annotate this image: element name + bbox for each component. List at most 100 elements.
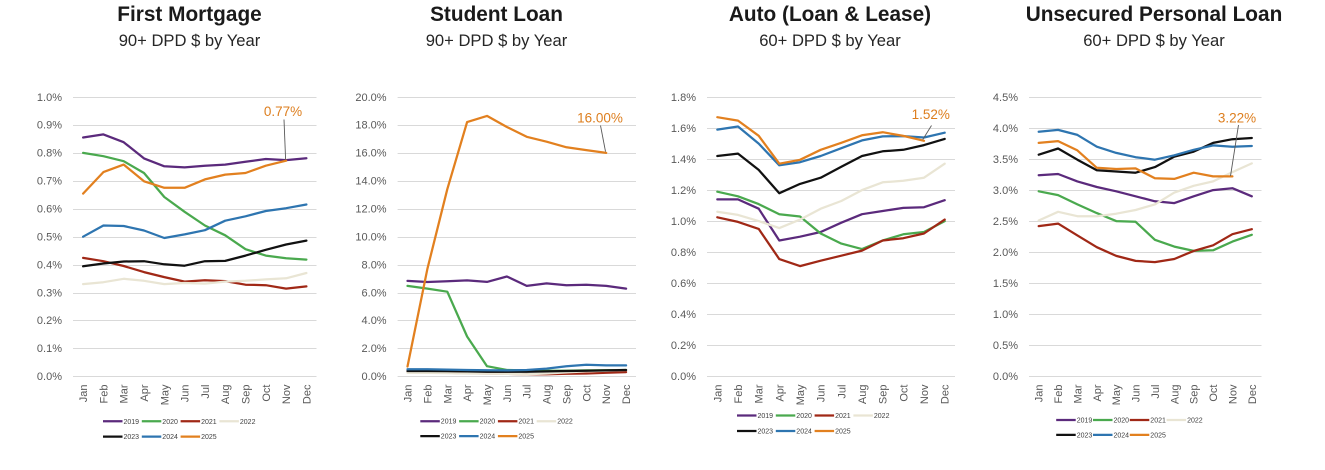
svg-text:20.0%: 20.0% <box>355 92 386 104</box>
svg-text:2023: 2023 <box>1077 432 1093 439</box>
svg-text:Jul: Jul <box>200 385 212 399</box>
svg-text:1.8%: 1.8% <box>671 92 696 104</box>
svg-text:8.0%: 8.0% <box>362 259 387 271</box>
svg-text:Dec: Dec <box>940 384 952 404</box>
svg-text:Jan: Jan <box>1034 385 1046 403</box>
svg-text:Aug: Aug <box>542 385 554 405</box>
svg-text:4.5%: 4.5% <box>993 92 1018 104</box>
svg-text:Student Loan: Student Loan <box>430 3 563 26</box>
svg-text:0.2%: 0.2% <box>37 315 62 327</box>
svg-text:2025: 2025 <box>835 429 851 436</box>
svg-text:Unsecured Personal Loan: Unsecured Personal Loan <box>1026 3 1283 26</box>
svg-text:6.0%: 6.0% <box>362 287 387 299</box>
svg-text:Jul: Jul <box>1150 385 1162 399</box>
svg-text:60+ DPD $ by Year: 60+ DPD $ by Year <box>1083 31 1225 50</box>
svg-text:Jul: Jul <box>836 385 848 399</box>
svg-text:1.0%: 1.0% <box>671 216 696 228</box>
svg-text:2025: 2025 <box>518 434 534 441</box>
svg-text:2025: 2025 <box>1150 432 1166 439</box>
svg-text:2022: 2022 <box>557 419 573 426</box>
svg-text:Feb: Feb <box>1053 385 1065 404</box>
svg-text:2020: 2020 <box>480 419 496 426</box>
svg-text:Sep: Sep <box>878 385 890 405</box>
svg-text:Auto (Loan & Lease): Auto (Loan & Lease) <box>729 3 931 26</box>
svg-text:2019: 2019 <box>441 419 457 426</box>
svg-text:0.9%: 0.9% <box>37 120 62 132</box>
svg-text:2020: 2020 <box>162 419 178 426</box>
svg-text:2022: 2022 <box>240 419 256 426</box>
svg-text:18.0%: 18.0% <box>355 120 386 132</box>
svg-text:0.1%: 0.1% <box>37 343 62 355</box>
svg-text:Jul: Jul <box>522 385 534 399</box>
svg-text:Aug: Aug <box>857 385 869 405</box>
svg-text:2020: 2020 <box>796 413 812 420</box>
svg-text:Apr: Apr <box>139 384 151 401</box>
svg-text:Nov: Nov <box>281 384 293 404</box>
svg-text:Nov: Nov <box>1227 384 1239 404</box>
svg-text:Feb: Feb <box>422 385 434 404</box>
svg-text:2025: 2025 <box>201 434 217 441</box>
svg-text:12.0%: 12.0% <box>355 204 386 216</box>
svg-text:2019: 2019 <box>758 413 774 420</box>
svg-text:60+ DPD $ by Year: 60+ DPD $ by Year <box>759 31 901 50</box>
svg-text:2022: 2022 <box>1187 418 1203 425</box>
svg-text:0.0%: 0.0% <box>671 371 696 383</box>
svg-text:2024: 2024 <box>480 434 496 441</box>
svg-text:Aug: Aug <box>220 385 232 405</box>
svg-text:1.5%: 1.5% <box>993 278 1018 290</box>
svg-text:Mar: Mar <box>754 384 766 403</box>
svg-text:10.0%: 10.0% <box>355 232 386 244</box>
svg-text:Jun: Jun <box>816 385 828 403</box>
svg-text:0.2%: 0.2% <box>671 340 696 352</box>
svg-text:2019: 2019 <box>124 419 140 426</box>
svg-text:0.7%: 0.7% <box>37 176 62 188</box>
svg-text:Feb: Feb <box>98 385 110 404</box>
svg-text:2024: 2024 <box>1114 432 1130 439</box>
svg-text:0.6%: 0.6% <box>37 204 62 216</box>
svg-text:0.5%: 0.5% <box>37 232 62 244</box>
svg-text:16.00%: 16.00% <box>577 111 623 126</box>
svg-text:Aug: Aug <box>1169 385 1181 405</box>
svg-text:Sep: Sep <box>241 385 253 405</box>
svg-text:May: May <box>1111 384 1123 405</box>
svg-text:Apr: Apr <box>462 384 474 401</box>
svg-text:2020: 2020 <box>1114 418 1130 425</box>
svg-text:1.0%: 1.0% <box>993 309 1018 321</box>
svg-text:16.0%: 16.0% <box>355 148 386 160</box>
svg-text:Dec: Dec <box>301 384 313 404</box>
svg-text:1.4%: 1.4% <box>671 154 696 166</box>
svg-text:Mar: Mar <box>119 384 131 403</box>
svg-text:Jun: Jun <box>502 385 514 403</box>
svg-text:0.0%: 0.0% <box>37 371 62 383</box>
svg-text:3.22%: 3.22% <box>1218 111 1256 126</box>
svg-text:0.8%: 0.8% <box>671 247 696 259</box>
svg-text:Dec: Dec <box>1247 384 1259 404</box>
svg-text:Jun: Jun <box>180 385 192 403</box>
svg-text:Mar: Mar <box>442 384 454 403</box>
svg-text:Oct: Oct <box>898 385 910 402</box>
svg-text:0.3%: 0.3% <box>37 287 62 299</box>
svg-text:Oct: Oct <box>261 385 273 402</box>
svg-text:Jan: Jan <box>78 385 90 403</box>
svg-text:Nov: Nov <box>601 384 613 404</box>
svg-text:May: May <box>159 384 171 405</box>
svg-text:May: May <box>795 384 807 405</box>
svg-text:2019: 2019 <box>1077 418 1093 425</box>
svg-text:Jun: Jun <box>1131 385 1143 403</box>
svg-text:1.6%: 1.6% <box>671 123 696 135</box>
svg-text:1.0%: 1.0% <box>37 92 62 104</box>
svg-text:90+ DPD $ by Year: 90+ DPD $ by Year <box>426 31 568 50</box>
svg-text:4.0%: 4.0% <box>993 123 1018 135</box>
svg-text:Mar: Mar <box>1072 384 1084 403</box>
svg-text:2023: 2023 <box>124 434 140 441</box>
svg-text:May: May <box>482 384 494 405</box>
svg-text:2022: 2022 <box>874 413 890 420</box>
svg-text:0.0%: 0.0% <box>993 371 1018 383</box>
svg-text:0.4%: 0.4% <box>671 309 696 321</box>
svg-text:Sep: Sep <box>562 385 574 405</box>
svg-text:Feb: Feb <box>733 385 745 404</box>
svg-text:Apr: Apr <box>774 384 786 401</box>
svg-text:2021: 2021 <box>835 413 851 420</box>
svg-text:0.6%: 0.6% <box>671 278 696 290</box>
svg-text:2023: 2023 <box>441 434 457 441</box>
